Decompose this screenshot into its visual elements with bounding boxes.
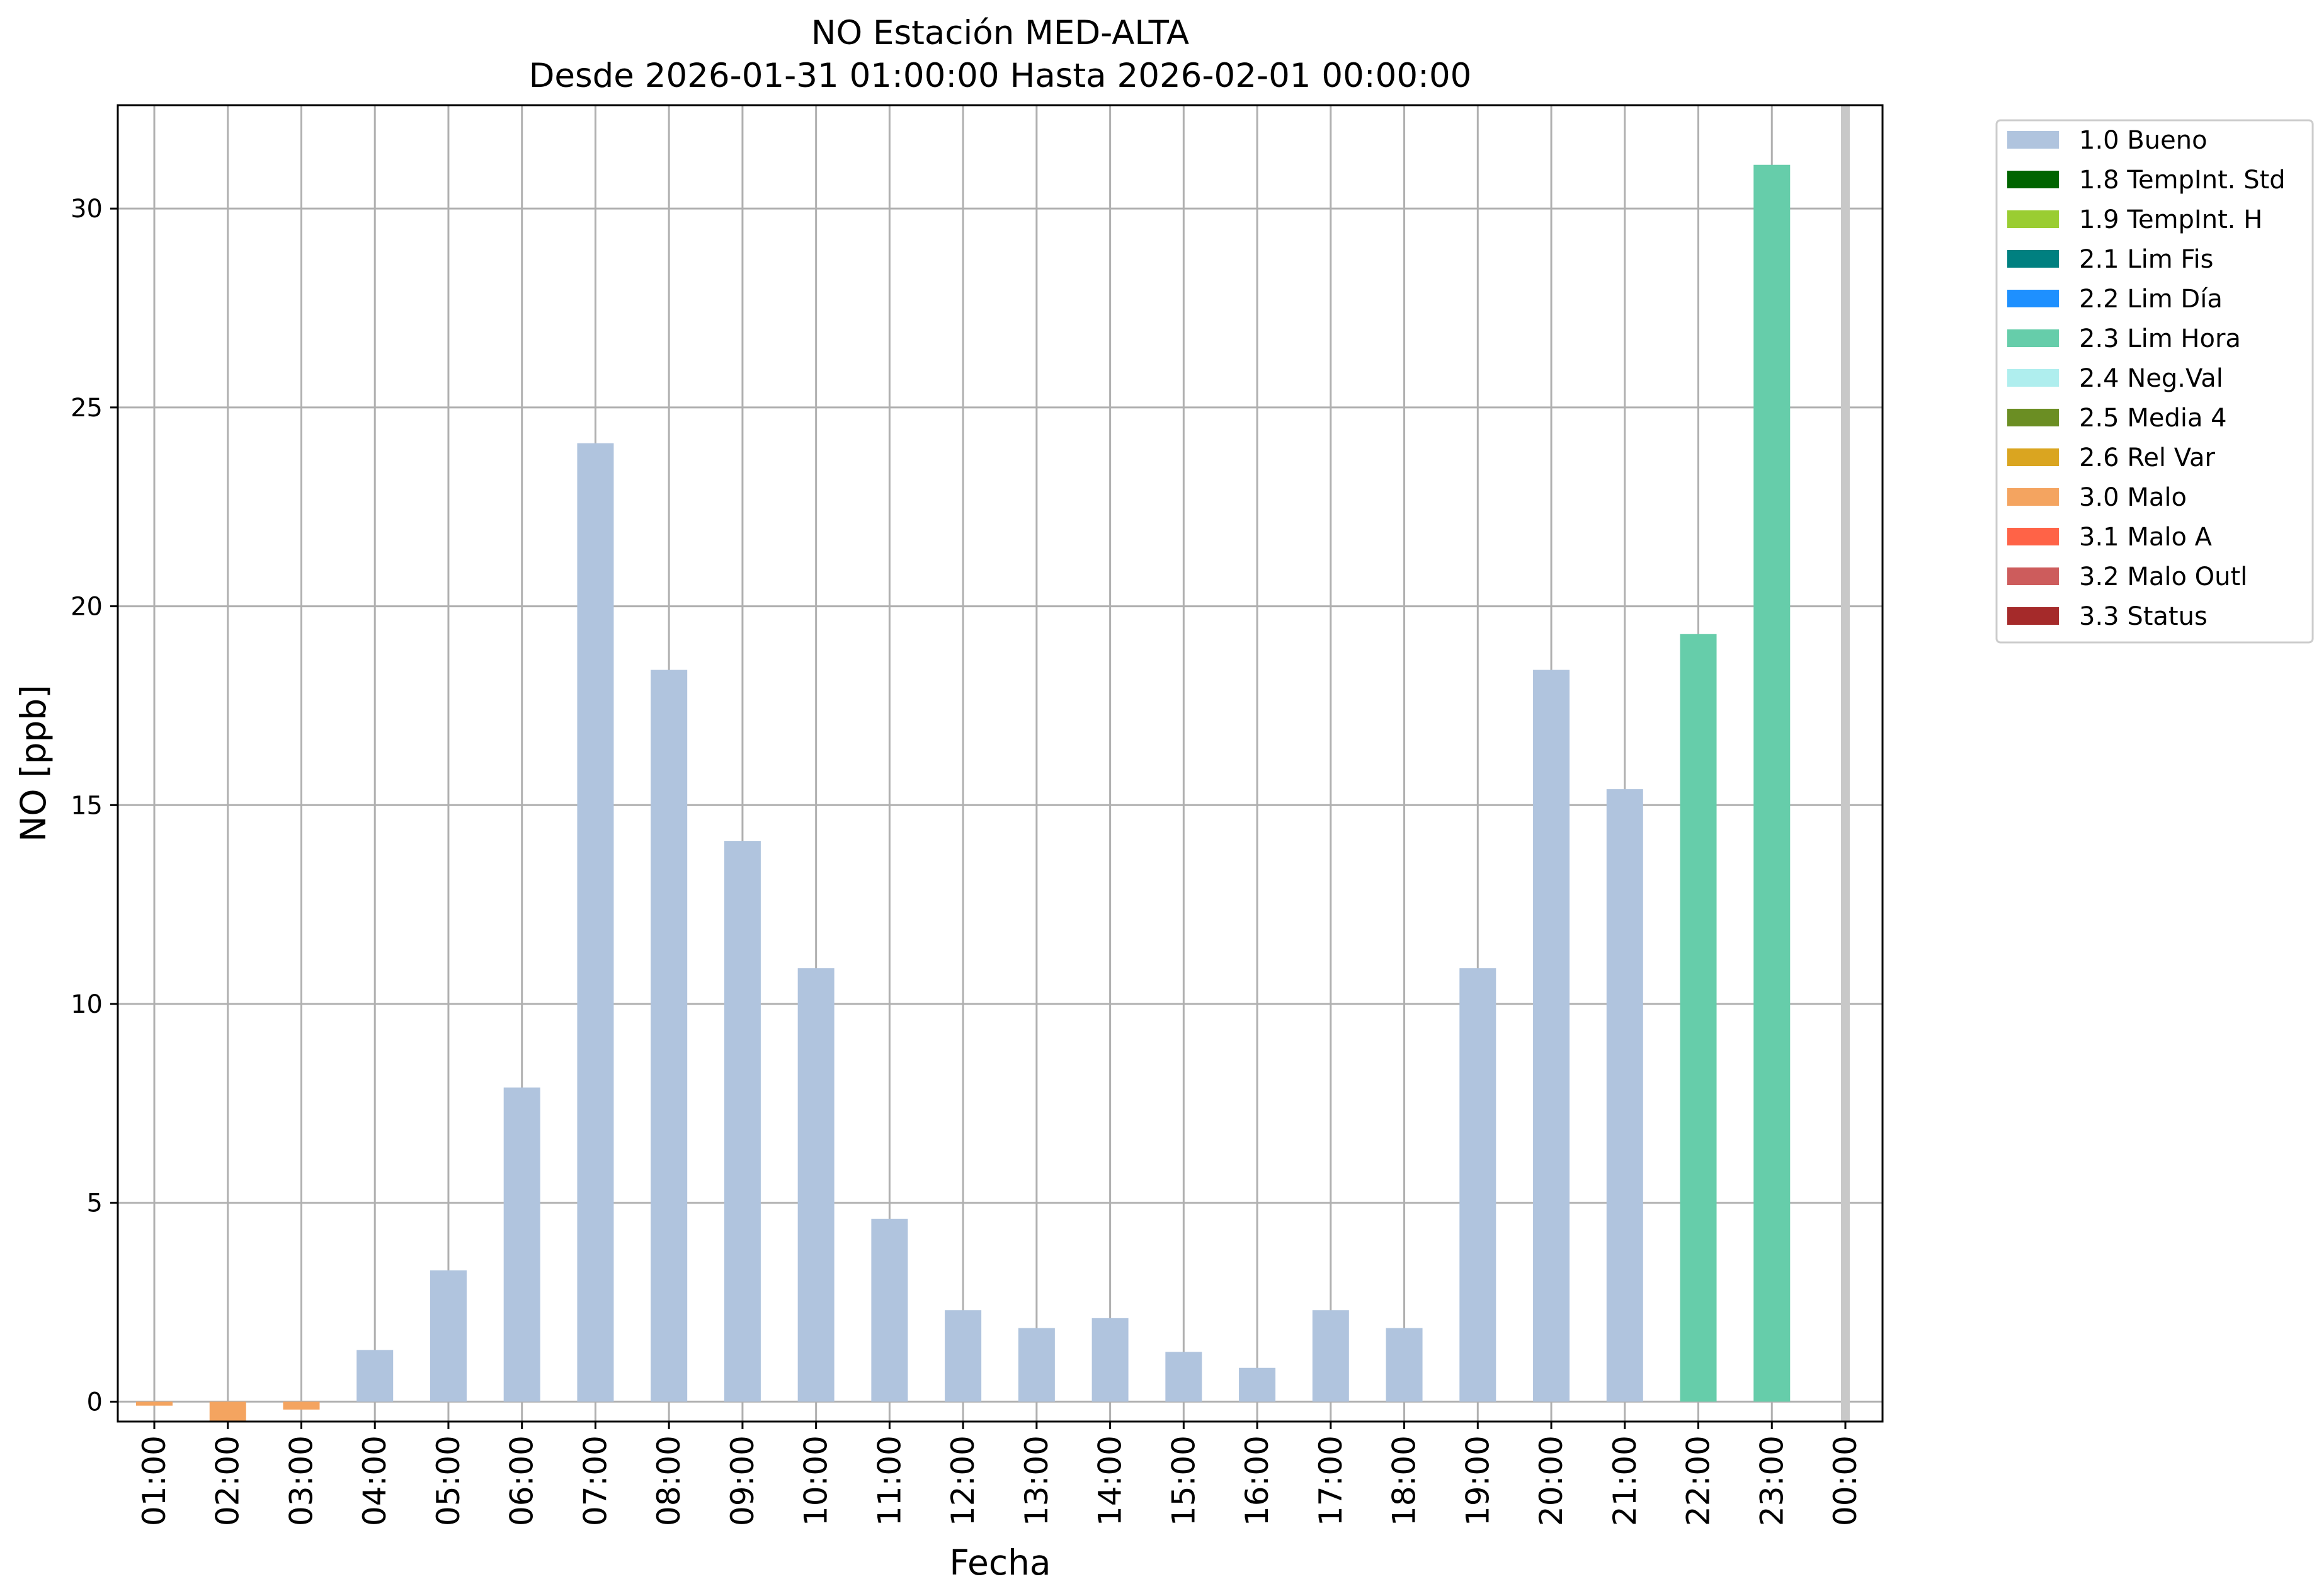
legend-swatch [2007,171,2059,188]
bar-2200 [1680,634,1717,1402]
bar-0600 [503,1087,540,1402]
y-tick-label: 25 [71,394,103,423]
legend-swatch [2007,290,2059,307]
x-axis-ticks: 01:00 02:00 03:00 04:00 05:00 06:00 07:00 08:00… [136,1422,1864,1526]
bar-0400 [356,1350,394,1402]
x-tick-label: 16:00 [1239,1435,1275,1526]
legend-swatch [2007,131,2059,149]
legend-swatch [2007,369,2059,387]
x-tick-label: 11:00 [871,1435,908,1526]
legend-swatch [2007,409,2059,426]
x-tick-label: 22:00 [1680,1435,1717,1526]
bar-1600 [1239,1367,1276,1402]
legend-swatch [2007,528,2059,545]
legend-swatch [2007,329,2059,347]
legend-label: 3.0 Malo [2079,483,2187,512]
bar-1300 [1018,1328,1055,1402]
bar-1400 [1091,1318,1129,1402]
bar-0900 [724,841,761,1402]
x-tick-label: 10:00 [798,1435,835,1526]
bar-2000 [1533,670,1570,1402]
legend-label: 2.5 Media 4 [2079,404,2227,433]
legend-label: 2.3 Lim Hora [2079,324,2241,353]
x-tick-label: 05:00 [430,1435,467,1526]
legend-label: 1.8 TempInt. Std [2079,166,2286,195]
legend: 1.0 Bueno 1.8 TempInt. Std 1.9 TempInt. H 2… [1995,119,2314,644]
x-tick-label: 04:00 [356,1435,393,1526]
bar-2300 [1753,164,1791,1402]
y-tick-label: 15 [71,791,103,820]
legend-label: 2.4 Neg.Val [2079,364,2223,393]
x-tick-label: 12:00 [945,1435,981,1526]
y-tick-label: 0 [87,1388,103,1416]
x-tick-label: 02:00 [210,1435,246,1526]
bar-1200 [945,1310,982,1402]
bar-1800 [1386,1328,1423,1402]
bar-2100 [1606,789,1643,1402]
y-tick-label: 5 [87,1189,103,1218]
legend-swatch [2007,250,2059,268]
legend-label: 1.9 TempInt. H [2079,205,2262,234]
bar-1000 [797,968,835,1402]
bar-1500 [1165,1352,1202,1402]
bar-0500 [430,1270,467,1402]
bar-0700 [577,443,614,1402]
x-tick-label: 19:00 [1459,1435,1496,1526]
bar-1700 [1312,1310,1349,1402]
bar-0300 [283,1401,320,1410]
y-axis-ticks: 0 5 10 15 20 25 30 [71,195,118,1416]
x-tick-label: 06:00 [504,1435,540,1526]
x-tick-label: 17:00 [1313,1435,1349,1526]
bar-0100 [136,1401,173,1406]
y-tick-label: 30 [71,195,103,224]
x-tick-label: 15:00 [1165,1435,1202,1526]
y-tick-label: 10 [71,990,103,1019]
plot-frame [117,104,1884,1423]
x-tick-label: 21:00 [1607,1435,1643,1526]
legend-swatch [2007,488,2059,506]
legend-swatch [2007,448,2059,466]
legend-label: 2.6 Rel Var [2079,443,2216,472]
legend-label: 3.3 Status [2079,602,2208,631]
bar-1900 [1459,968,1496,1402]
legend-label: 2.2 Lim Día [2079,285,2223,314]
y-axis-label: NO [ppb] [13,685,54,842]
legend-swatch [2007,607,2059,625]
chart-subtitle: Desde 2026-01-31 01:00:00 Hasta 2026-02-… [529,57,1472,95]
bar-1100 [871,1218,908,1402]
x-tick-label: 20:00 [1533,1435,1570,1526]
bar-0200 [209,1401,246,1422]
legend-label: 3.2 Malo Outl [2079,562,2247,591]
chart-title: NO Estación MED-ALTA [811,14,1189,52]
legend-frame [1995,119,2314,644]
legend-label: 2.1 Lim Fis [2079,245,2213,274]
x-axis-label: Fecha [949,1542,1051,1583]
legend-swatch [2007,210,2059,228]
legend-label: 1.0 Bueno [2079,126,2208,155]
bars [136,164,1791,1422]
x-tick-label: 14:00 [1092,1435,1129,1526]
y-tick-label: 20 [71,593,103,622]
x-tick-label: 13:00 [1018,1435,1055,1526]
x-tick-label: 18:00 [1386,1435,1423,1526]
x-tick-label: 23:00 [1753,1435,1790,1526]
x-tick-label: 09:00 [724,1435,761,1526]
legend-label: 3.1 Malo A [2079,523,2213,552]
x-tick-label: 07:00 [577,1435,613,1526]
x-tick-label: 08:00 [651,1435,687,1526]
legend-swatch [2007,567,2059,585]
x-tick-label: 03:00 [283,1435,319,1526]
x-tick-label: 01:00 [136,1435,173,1526]
bar-0800 [651,670,688,1402]
x-tick-label: 00:00 [1827,1435,1864,1526]
